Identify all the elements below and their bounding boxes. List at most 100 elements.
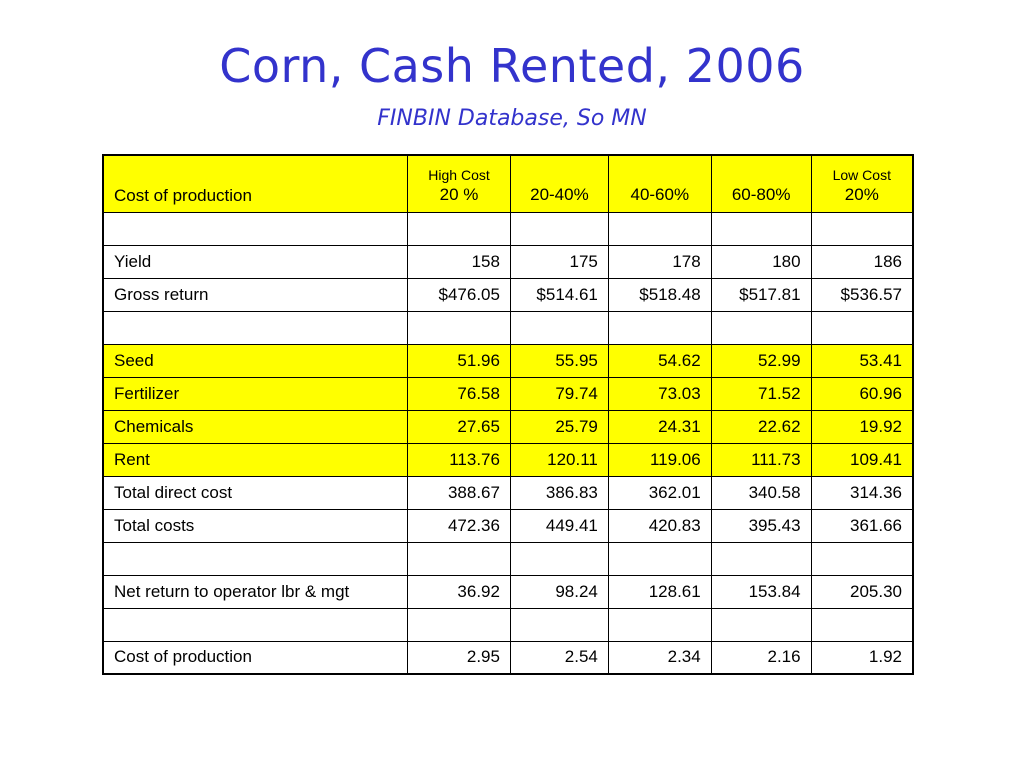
row-value: 420.83 bbox=[607, 508, 712, 543]
row-value: 153.84 bbox=[710, 574, 812, 609]
row-value bbox=[607, 310, 712, 345]
row-value bbox=[810, 310, 914, 345]
row-value: 51.96 bbox=[407, 343, 511, 378]
row-value bbox=[407, 211, 511, 246]
row-value: 36.92 bbox=[407, 574, 511, 609]
row-value: 362.01 bbox=[607, 475, 712, 510]
table-row bbox=[102, 541, 914, 576]
row-value bbox=[607, 607, 712, 642]
row-label: Net return to operator lbr & mgt bbox=[102, 574, 409, 609]
row-value: 178 bbox=[607, 244, 712, 279]
row-value bbox=[509, 211, 609, 246]
row-label: Fertilizer bbox=[102, 376, 409, 411]
table-row: Net return to operator lbr & mgt 36.92 98.… bbox=[102, 574, 914, 609]
row-value: 386.83 bbox=[509, 475, 609, 510]
row-label bbox=[102, 541, 409, 576]
header-cell: Low Cost 20% bbox=[810, 154, 914, 213]
table-row: Total costs 472.36 449.41 420.83 395.43 361.6… bbox=[102, 508, 914, 543]
row-value: 111.73 bbox=[710, 442, 812, 477]
row-value: 60.96 bbox=[810, 376, 914, 411]
row-label: Total direct cost bbox=[102, 475, 409, 510]
row-value: 388.67 bbox=[407, 475, 511, 510]
row-label bbox=[102, 607, 409, 642]
row-value: 449.41 bbox=[509, 508, 609, 543]
row-value: 79.74 bbox=[509, 376, 609, 411]
row-value: $536.57 bbox=[810, 277, 914, 312]
row-value: $514.61 bbox=[509, 277, 609, 312]
row-value: 73.03 bbox=[607, 376, 712, 411]
row-value: 340.58 bbox=[710, 475, 812, 510]
table-row bbox=[102, 310, 914, 345]
table-row: Rent 113.76 120.11 119.06 111.73 109.41 bbox=[102, 442, 914, 477]
row-label: Chemicals bbox=[102, 409, 409, 444]
row-label: Gross return bbox=[102, 277, 409, 312]
row-value: 205.30 bbox=[810, 574, 914, 609]
row-value: 1.92 bbox=[810, 640, 914, 675]
row-value: 158 bbox=[407, 244, 511, 279]
row-value bbox=[810, 607, 914, 642]
row-value: 54.62 bbox=[607, 343, 712, 378]
table-row: Chemicals 27.65 25.79 24.31 22.62 19.92 bbox=[102, 409, 914, 444]
row-value bbox=[509, 310, 609, 345]
header-label: Cost of production bbox=[102, 154, 409, 213]
row-value: 76.58 bbox=[407, 376, 511, 411]
row-value: 55.95 bbox=[509, 343, 609, 378]
row-value: 186 bbox=[810, 244, 914, 279]
row-value: 119.06 bbox=[607, 442, 712, 477]
table-row: Total direct cost 388.67 386.83 362.01 340.5… bbox=[102, 475, 914, 510]
row-value bbox=[607, 541, 712, 576]
header-bottom-text: 60-80% bbox=[731, 184, 791, 204]
row-value bbox=[710, 310, 812, 345]
table-row: Yield 158 175 178 180 186 bbox=[102, 244, 914, 279]
table-header-row: Cost of production High Cost 20 % 20-40%… bbox=[102, 154, 914, 213]
row-label: Cost of production bbox=[102, 640, 409, 675]
row-value: 128.61 bbox=[607, 574, 712, 609]
row-label: Seed bbox=[102, 343, 409, 378]
row-value: 2.54 bbox=[509, 640, 609, 675]
header-cell: 20-40% bbox=[509, 154, 609, 213]
cost-table: Cost of production High Cost 20 % 20-40%… bbox=[102, 154, 914, 675]
row-value bbox=[710, 211, 812, 246]
row-value bbox=[710, 607, 812, 642]
row-value: $518.48 bbox=[607, 277, 712, 312]
row-label: Yield bbox=[102, 244, 409, 279]
header-cell: High Cost 20 % bbox=[407, 154, 511, 213]
row-value: 2.16 bbox=[710, 640, 812, 675]
table-row: Seed 51.96 55.95 54.62 52.99 53.41 bbox=[102, 343, 914, 378]
row-value: 120.11 bbox=[509, 442, 609, 477]
row-value: 175 bbox=[509, 244, 609, 279]
slide-subtitle: FINBIN Database, So MN bbox=[377, 106, 647, 131]
row-value: 113.76 bbox=[407, 442, 511, 477]
row-value bbox=[509, 541, 609, 576]
row-value bbox=[810, 541, 914, 576]
header-top-text: Low Cost bbox=[832, 166, 891, 183]
row-value bbox=[407, 607, 511, 642]
row-value: 71.52 bbox=[710, 376, 812, 411]
row-value bbox=[509, 607, 609, 642]
row-value: 109.41 bbox=[810, 442, 914, 477]
row-value bbox=[407, 310, 511, 345]
row-label: Total costs bbox=[102, 508, 409, 543]
table-row: Fertilizer 76.58 79.74 73.03 71.52 60.96 bbox=[102, 376, 914, 411]
header-bottom-text: 40-60% bbox=[630, 184, 690, 204]
table-row: Gross return $476.05 $514.61 $518.48 $517.81… bbox=[102, 277, 914, 312]
row-value: 314.36 bbox=[810, 475, 914, 510]
header-cell: 40-60% bbox=[607, 154, 712, 213]
table-row bbox=[102, 211, 914, 246]
header-bottom-text: 20-40% bbox=[530, 184, 589, 204]
header-top-text: High Cost bbox=[428, 166, 490, 183]
row-value bbox=[810, 211, 914, 246]
row-value: 361.66 bbox=[810, 508, 914, 543]
row-value: 24.31 bbox=[607, 409, 712, 444]
header-bottom-text: 20 % bbox=[439, 184, 479, 204]
row-value: $476.05 bbox=[407, 277, 511, 312]
row-value: 395.43 bbox=[710, 508, 812, 543]
row-value: 19.92 bbox=[810, 409, 914, 444]
row-value bbox=[607, 211, 712, 246]
row-value bbox=[407, 541, 511, 576]
row-label bbox=[102, 310, 409, 345]
row-value: 2.34 bbox=[607, 640, 712, 675]
header-cell: 60-80% bbox=[710, 154, 812, 213]
table-body: Yield 158 175 178 180 186 Gross return $476.05 $… bbox=[102, 211, 914, 675]
